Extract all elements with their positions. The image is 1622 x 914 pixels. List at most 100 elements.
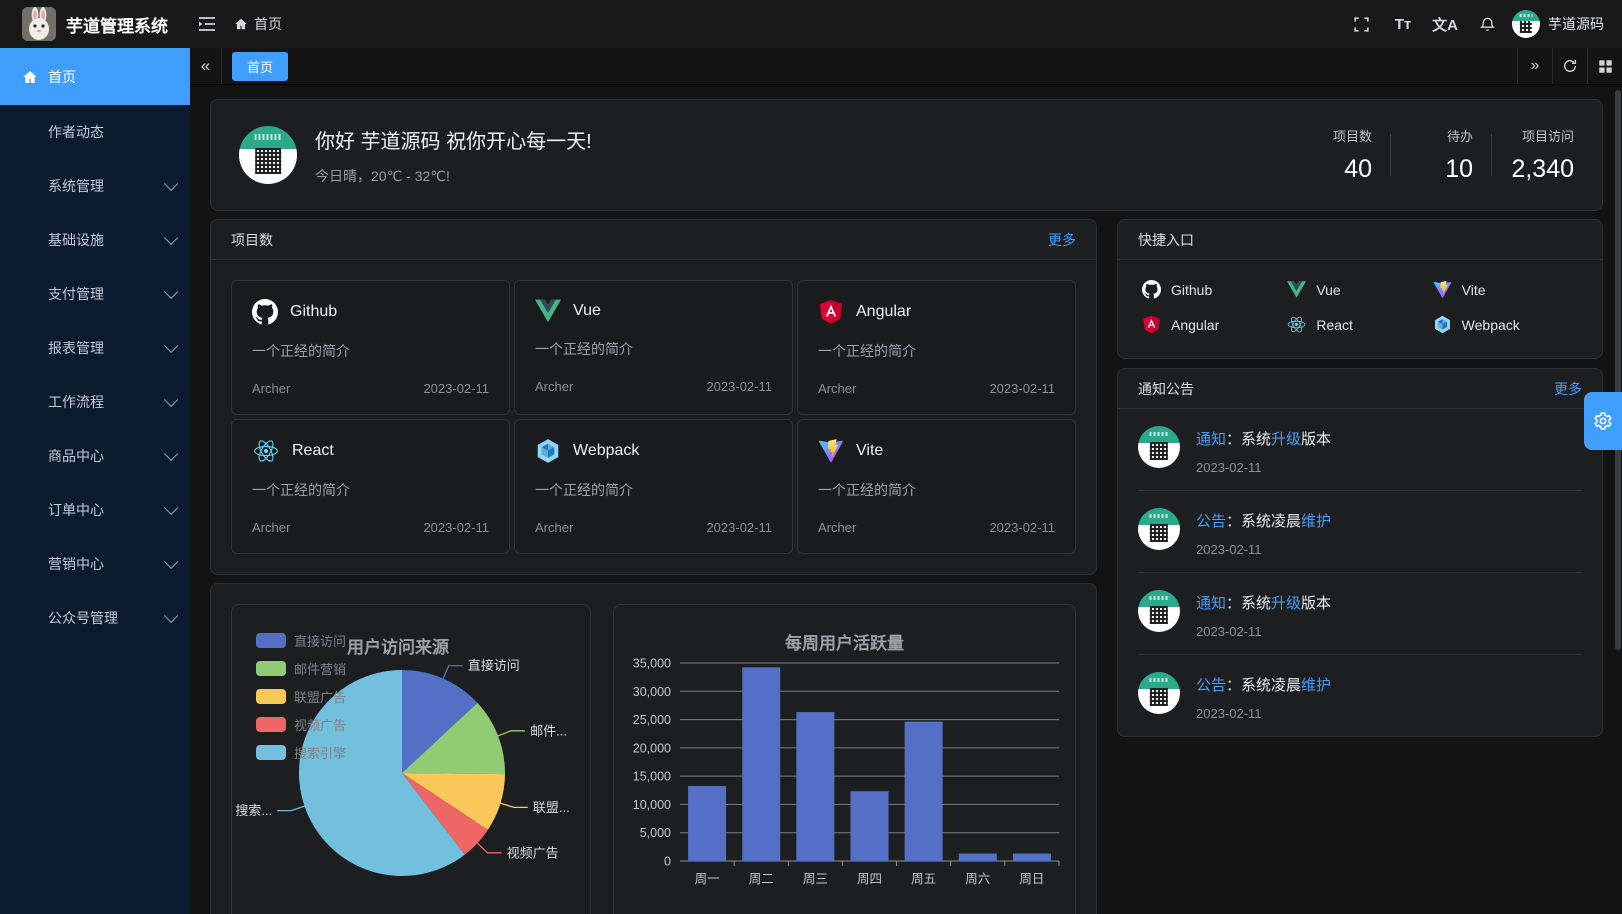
projects-more-link[interactable]: 更多	[1048, 231, 1076, 248]
pie-slice-视频广告[interactable]	[402, 773, 488, 855]
tab-home[interactable]: 首页	[232, 51, 289, 81]
project-card-angular[interactable]: Angular 一个正经的简介 Archer 2023-02-11	[797, 280, 1076, 415]
tabs-scroll-right-icon[interactable]: »	[1517, 48, 1552, 84]
legend-label: 直接访问	[294, 634, 347, 649]
notices-more-link[interactable]: 更多	[1554, 380, 1582, 397]
chevron-down-icon	[164, 392, 179, 407]
legend-item[interactable]: 视频广告	[256, 715, 346, 734]
sidebar-item-10[interactable]: 公众号管理	[0, 591, 190, 645]
notice-item[interactable]: 通知：系统升级版本 2023-02-11	[1138, 409, 1582, 491]
shortcut-link-webpack[interactable]: Webpack	[1433, 315, 1578, 334]
bar-周三[interactable]	[796, 712, 835, 861]
bar-chart-title: 每周用户活跃量	[785, 634, 904, 653]
notice-avatar	[1138, 672, 1180, 714]
x-tick-label: 周六	[965, 872, 990, 886]
notice-item[interactable]: 公告：系统凌晨维护 2023-02-11	[1138, 491, 1582, 573]
bar-周五[interactable]	[904, 721, 943, 861]
tabs-scroll-left-icon[interactable]: «	[190, 48, 222, 84]
greeting-title: 你好 芋道源码 祝你开心每一天!	[315, 130, 592, 153]
sidebar-item-3[interactable]: 基础设施	[0, 213, 190, 267]
legend-item[interactable]: 邮件营销	[256, 659, 346, 678]
x-tick-label: 周四	[857, 872, 882, 886]
shortcut-link-react[interactable]: React	[1287, 315, 1432, 334]
pie-slice-联盟广告[interactable]	[402, 773, 505, 830]
sidebar-item-5[interactable]: 报表管理	[0, 321, 190, 375]
y-tick-label: 0	[664, 855, 671, 869]
vite-icon	[818, 438, 844, 464]
gear-icon	[1593, 411, 1613, 431]
x-tick-label: 周五	[911, 872, 936, 886]
bar-周一[interactable]	[688, 786, 727, 861]
projects-card: 项目数 更多 Github 一个正经的简介 Archer	[210, 219, 1097, 575]
y-tick-label: 15,000	[633, 770, 671, 784]
sidebar-item-2[interactable]: 系统管理	[0, 159, 190, 213]
app-logo-area[interactable]: 芋道管理系统	[0, 0, 190, 48]
shortcut-link-github[interactable]: Github	[1142, 280, 1287, 299]
project-card-webpack[interactable]: Webpack 一个正经的简介 Archer 2023-02-11	[514, 419, 793, 554]
pie-chart[interactable]: 直接访问邮件...联盟...视频广告搜索...	[232, 605, 592, 914]
legend-swatch	[256, 633, 286, 648]
legend-label: 联盟广告	[294, 690, 347, 705]
breadcrumb-label: 首页	[254, 16, 282, 32]
legend-swatch	[256, 717, 286, 732]
tabs-menu-grid-icon[interactable]	[1587, 48, 1622, 84]
breadcrumb[interactable]: 首页	[234, 14, 282, 34]
pie-slice-邮件营销[interactable]	[402, 702, 505, 775]
bar-周四[interactable]	[850, 791, 889, 861]
projects-card-title: 项目数	[231, 231, 273, 248]
bar-周二[interactable]	[742, 667, 781, 861]
shortcut-link-vue[interactable]: Vue	[1287, 280, 1432, 299]
bar-周六[interactable]	[958, 853, 997, 861]
chevron-down-icon	[164, 230, 179, 245]
bar-chart[interactable]: 0 5,000 10,000 15,000 20,000 25,000 30,000 35,0…	[614, 605, 1077, 914]
y-tick-label: 10,000	[633, 798, 671, 812]
pie-label: 搜索...	[235, 803, 272, 818]
sidebar-item-4[interactable]: 支付管理	[0, 267, 190, 321]
pie-slice-直接访问[interactable]	[402, 670, 478, 773]
legend-item[interactable]: 直接访问	[256, 631, 346, 650]
stat-divider	[1390, 134, 1391, 176]
top-navbar: 芋道管理系统 首页 Tт 文A 芋道源码	[0, 0, 1622, 48]
y-tick-label: 35,000	[633, 657, 671, 671]
vue-icon	[535, 299, 561, 323]
shortcut-link-angular[interactable]: Angular	[1142, 315, 1287, 334]
project-card-vite[interactable]: Vite 一个正经的简介 Archer 2023-02-11	[797, 419, 1076, 554]
legend-item[interactable]: 联盟广告	[256, 687, 346, 706]
chevron-down-icon	[164, 446, 179, 461]
greeting-avatar	[239, 126, 297, 184]
sidebar-item-home[interactable]: 首页	[0, 48, 190, 105]
settings-drawer-button[interactable]	[1584, 392, 1622, 450]
bar-周日[interactable]	[1012, 853, 1051, 861]
notice-item[interactable]: 公告：系统凌晨维护 2023-02-11	[1138, 655, 1582, 736]
project-card-react[interactable]: React 一个正经的简介 Archer 2023-02-11	[231, 419, 510, 554]
bell-icon[interactable]	[1470, 4, 1504, 44]
sidebar-item-9[interactable]: 营销中心	[0, 537, 190, 591]
project-card-github[interactable]: Github 一个正经的简介 Archer 2023-02-11	[231, 280, 510, 415]
legend-item[interactable]: 搜索引擎	[256, 743, 346, 762]
stat-item: 项目数 40	[1332, 129, 1372, 183]
refresh-icon[interactable]	[1552, 48, 1587, 84]
sidebar-item-7[interactable]: 商品中心	[0, 429, 190, 483]
pie-label-line	[500, 802, 528, 808]
project-card-vue[interactable]: Vue 一个正经的简介 Archer 2023-02-11	[514, 280, 793, 415]
notice-item[interactable]: 通知：系统升级版本 2023-02-11	[1138, 573, 1582, 655]
shortcuts-card-title: 快捷入口	[1138, 231, 1194, 248]
pie-slice-搜索引擎[interactable]	[299, 670, 465, 876]
shortcut-link-vite[interactable]: Vite	[1433, 280, 1578, 299]
user-menu[interactable]: 芋道源码	[1512, 10, 1604, 38]
fullscreen-icon[interactable]	[1344, 4, 1378, 44]
pie-label-line	[277, 805, 305, 812]
sidebar-item-6[interactable]: 工作流程	[0, 375, 190, 429]
font-size-icon[interactable]: Tт	[1394, 15, 1412, 33]
github-icon	[1142, 280, 1161, 299]
sidebar-collapse-icon[interactable]	[190, 7, 224, 41]
page-scrollbar[interactable]	[1615, 90, 1621, 650]
chevron-down-icon	[164, 500, 179, 515]
pie-label: 邮件...	[530, 723, 567, 738]
sidebar-item-1[interactable]: 作者动态	[48, 124, 104, 140]
sidebar-item-8[interactable]: 订单中心	[0, 483, 190, 537]
home-icon	[234, 17, 248, 31]
charts-card: 用户访问来源 直接访问 邮件营销 联盟广告 视频广告 搜索引擎 直接访问 邮件... 联盟.…	[210, 583, 1097, 914]
chevron-down-icon	[164, 338, 179, 353]
language-icon[interactable]: 文A	[1432, 16, 1458, 34]
